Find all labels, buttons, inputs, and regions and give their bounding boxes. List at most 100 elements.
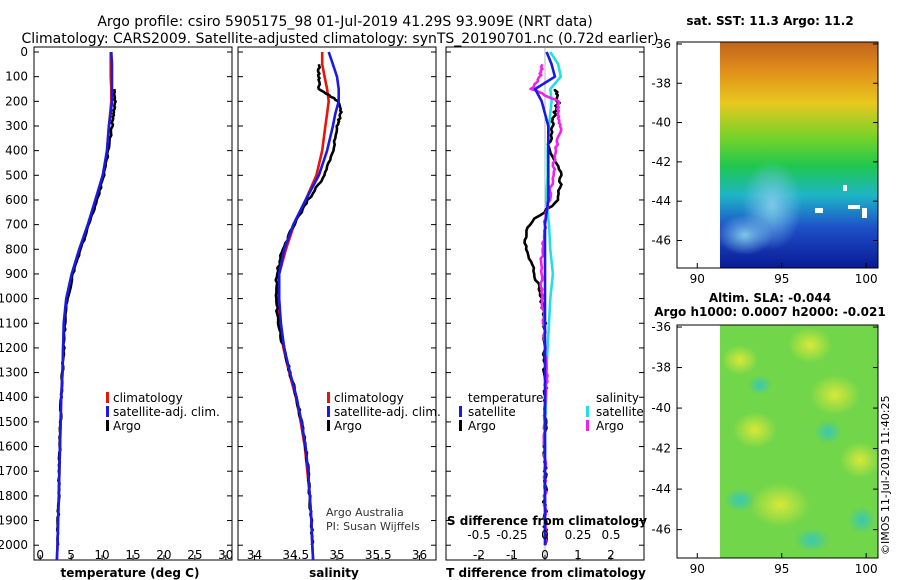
difference-s-tick-label: 0 [541,528,549,542]
salinity-tick-label: 34 [247,548,262,562]
map-lon-label: 100 [855,272,878,286]
legend-satellite-label: satellite-adj. clim. [334,405,441,419]
map-lat-label: -36 [651,37,671,51]
legend-s-satellite-label: satellite [596,405,644,419]
depth-tick-label: 900 [5,267,28,281]
legend-t-argo-label: Argo [468,419,496,433]
sla-blob-high [788,327,832,363]
salinity-tick-label: 35.5 [365,548,392,562]
sla-map [676,324,880,559]
map-lat-label: -46 [651,523,671,537]
map-lon-label: 95 [774,272,789,286]
legend-s-argo-label: Argo [596,419,624,433]
legend-satellite-label: satellite-adj. clim. [113,405,220,419]
depth-tick-label: 1300 [0,366,28,380]
sla-blob-high [722,345,758,375]
temperature-legend: climatology satellite-adj. clim. Argo [106,391,220,433]
sla-blob-low [794,528,830,552]
temperature-tick-label: 25 [187,548,202,562]
depth-tick-label: 400 [5,144,28,158]
map-lat-label: -44 [651,194,671,208]
difference-s-tick-label: -0.5 [467,528,490,542]
salinity-tick-label: 34.5 [282,548,309,562]
sla-map-blank [677,325,720,558]
difference-t-tick-label: 2 [607,548,615,562]
legend-s-satellite-marker [586,406,589,417]
sla-blob-low [748,375,772,395]
map-lat-label: -40 [651,401,671,415]
legend-climatology-label: climatology [334,391,404,405]
sla-blob-low [814,420,842,444]
depth-axis: 0 100 200 300 400 500 600 700 800 900 1000 1100 1200… [0,45,644,552]
temperature-panel-frame [33,46,233,561]
difference-t-tick-label: 0 [541,548,549,562]
depth-tick-label: 300 [5,119,28,133]
depth-tick-label: 200 [5,94,28,108]
salinity-legend: climatology satellite-adj. clim. Argo [327,391,441,433]
salinity-satellite-line [277,51,340,560]
sst-map-ticks: -36 -38 -40 -42 -44 -46 90 95 100 [651,37,878,286]
sla-map-title-line2: Argo h1000: 0.0007 h2000: -0.021 [654,305,885,319]
map-lat-label: -42 [651,442,671,456]
figure-title-line1: Argo profile: csiro 5905175_98 01-Jul-20… [97,14,592,30]
depth-tick-label: 1700 [0,464,28,478]
temperature-tick-label: 15 [125,548,140,562]
salinity-climatology-line [276,52,330,560]
legend-climatology-marker [106,392,109,403]
legend-t-satellite-label: satellite [468,405,516,419]
sla-blob-high [750,483,810,527]
difference-s-tick-label: 0.5 [601,528,620,542]
sst-map-title: sat. SST: 11.3 Argo: 11.2 [686,14,853,28]
map-lat-label: -38 [651,76,671,90]
sla-map-ticks: -36 -38 -40 -42 -44 -46 90 95 100 [651,320,878,576]
salinity-tick-label: 35 [329,548,344,562]
temperature-tick-label: 30 [218,548,233,562]
difference-t-tick-label: -2 [473,548,485,562]
sla-blob-high [733,412,777,448]
sst-map-frame [676,41,879,269]
depth-tick-label: 1800 [0,489,28,503]
depth-tick-label: 1400 [0,390,28,404]
depth-tick-label: 700 [5,218,28,232]
map-lon-label: 95 [774,562,789,576]
legend-argo-label: Argo [334,419,362,433]
map-lat-label: -36 [651,320,671,334]
x-ticks: 0 5 10 15 20 25 30 34 34.5 35 35.5 36 -2 -1 0 1 2 -0.5 -0.… [36,528,620,562]
sla-blob-high [810,375,860,415]
salinity-xlabel: salinity [309,566,359,580]
legend-argo-marker [327,420,330,431]
depth-tick-label: 1900 [0,514,28,528]
temperature-plot [55,51,117,560]
difference-s-tick-label: 0.25 [565,528,592,542]
depth-tick-label: 800 [5,242,28,256]
salinity-plot [274,51,343,560]
legend-satellite-marker [106,406,109,417]
difference-t-tick-label: 1 [574,548,582,562]
legend-argo-label: Argo [113,419,141,433]
sla-blob-high [840,442,880,478]
sst-map-landmask [862,208,867,218]
sst-map [676,41,879,269]
map-lat-label: -46 [651,233,671,247]
depth-tick-label: 2000 [0,538,28,552]
credit-line1: Argo Australia [326,506,404,519]
depth-tick-label: 1200 [0,341,28,355]
temperature-tick-label: 20 [156,548,171,562]
legend-s-argo-marker [586,420,589,431]
depth-tick-label: 1600 [0,440,28,454]
difference-xlabel-top: S difference from climatology [447,514,647,528]
depth-tick-label: 1500 [0,415,28,429]
depth-tick-label: 1000 [0,292,28,306]
salinity-tick-label: 36 [412,548,427,562]
diff-t-satellite-line [533,51,557,546]
difference-xlabel: T difference from climatology [446,566,646,580]
imos-timestamp: ©IMOS 11-Jul-2019 11:40:25 [879,395,892,555]
map-lat-label: -42 [651,155,671,169]
sst-map-landmask [843,185,847,191]
temperature-satellite-line [55,51,114,560]
legend-satellite-marker [327,406,330,417]
figure-title-line2: Climatology: CARS2009. Satellite-adjuste… [21,31,658,47]
temperature-xlabel: temperature (deg C) [61,566,200,580]
legend-t-argo-marker [459,420,462,431]
sst-map-landmask [815,208,823,213]
